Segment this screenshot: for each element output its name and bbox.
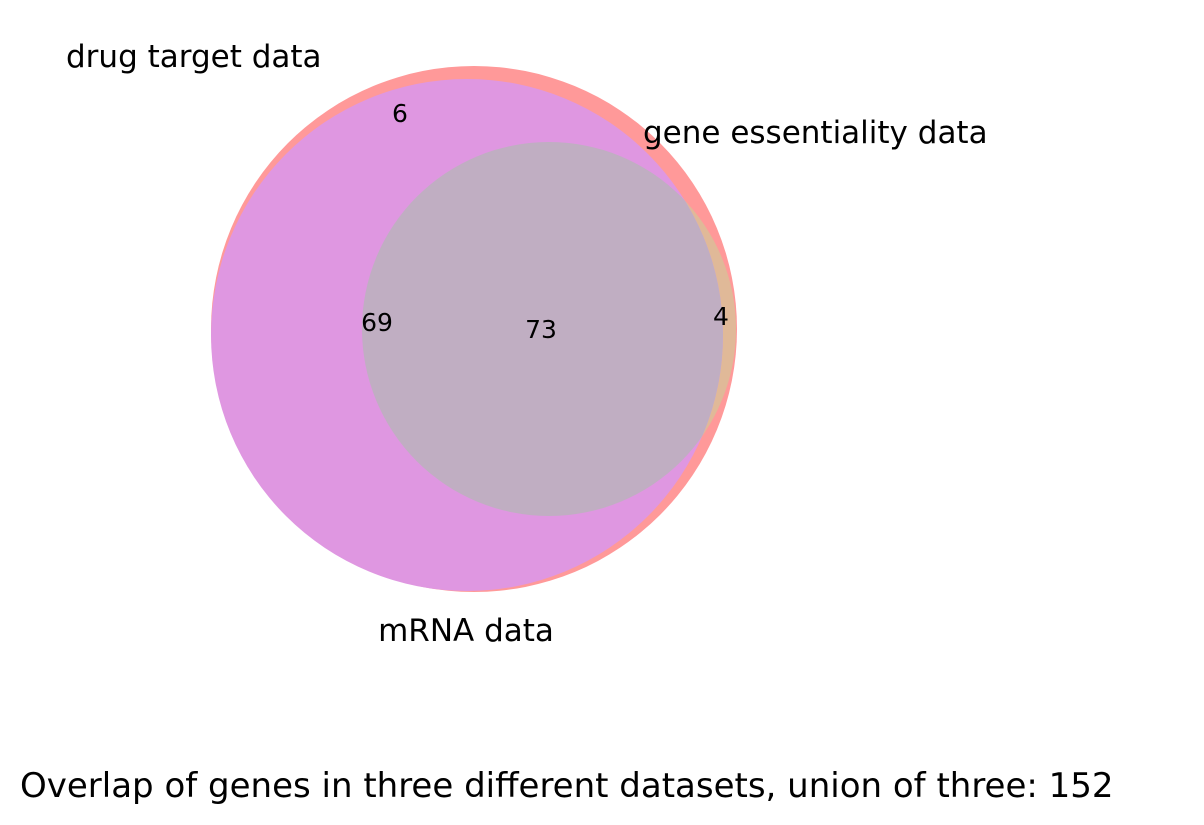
figure-caption: Overlap of genes in three different data… (20, 766, 1114, 806)
gene-essentiality-label: gene essentiality data (643, 115, 988, 151)
all-three-overlap-region (362, 142, 723, 516)
drug-target-label: drug target data (66, 39, 322, 75)
drug-gene-count: 4 (713, 302, 729, 331)
drug-only-count: 6 (392, 99, 408, 128)
all-three-count: 73 (525, 315, 557, 344)
mrna-label: mRNA data (378, 613, 554, 649)
drug-mrna-count: 69 (361, 308, 393, 337)
